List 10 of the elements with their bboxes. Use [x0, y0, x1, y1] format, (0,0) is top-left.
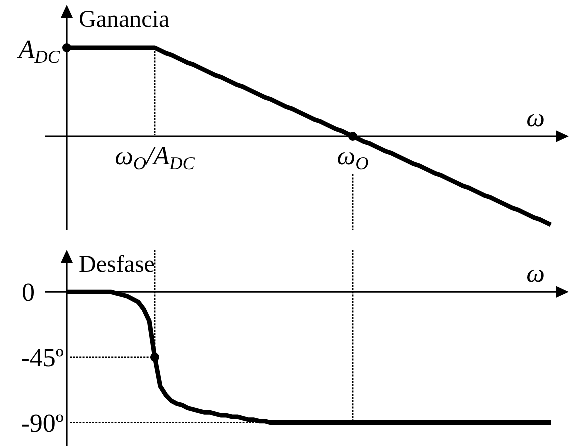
x-tick-label: ω$_{O}$: [337, 142, 369, 174]
y-tick-label: -45º: [21, 343, 64, 372]
x-axis-title: ω: [526, 104, 545, 132]
x-axis-title: ω: [526, 259, 545, 288]
y-tick-label: 0: [22, 278, 35, 308]
x-tick-label: ω$_{O}$/A$_{DC}$: [115, 142, 196, 174]
y-axis-title: Desfase: [79, 252, 155, 278]
text: A$_{DC}$: [16, 35, 61, 67]
y-tick-label: -90º: [21, 408, 64, 438]
y-axis-title: Ganancia: [79, 7, 170, 33]
